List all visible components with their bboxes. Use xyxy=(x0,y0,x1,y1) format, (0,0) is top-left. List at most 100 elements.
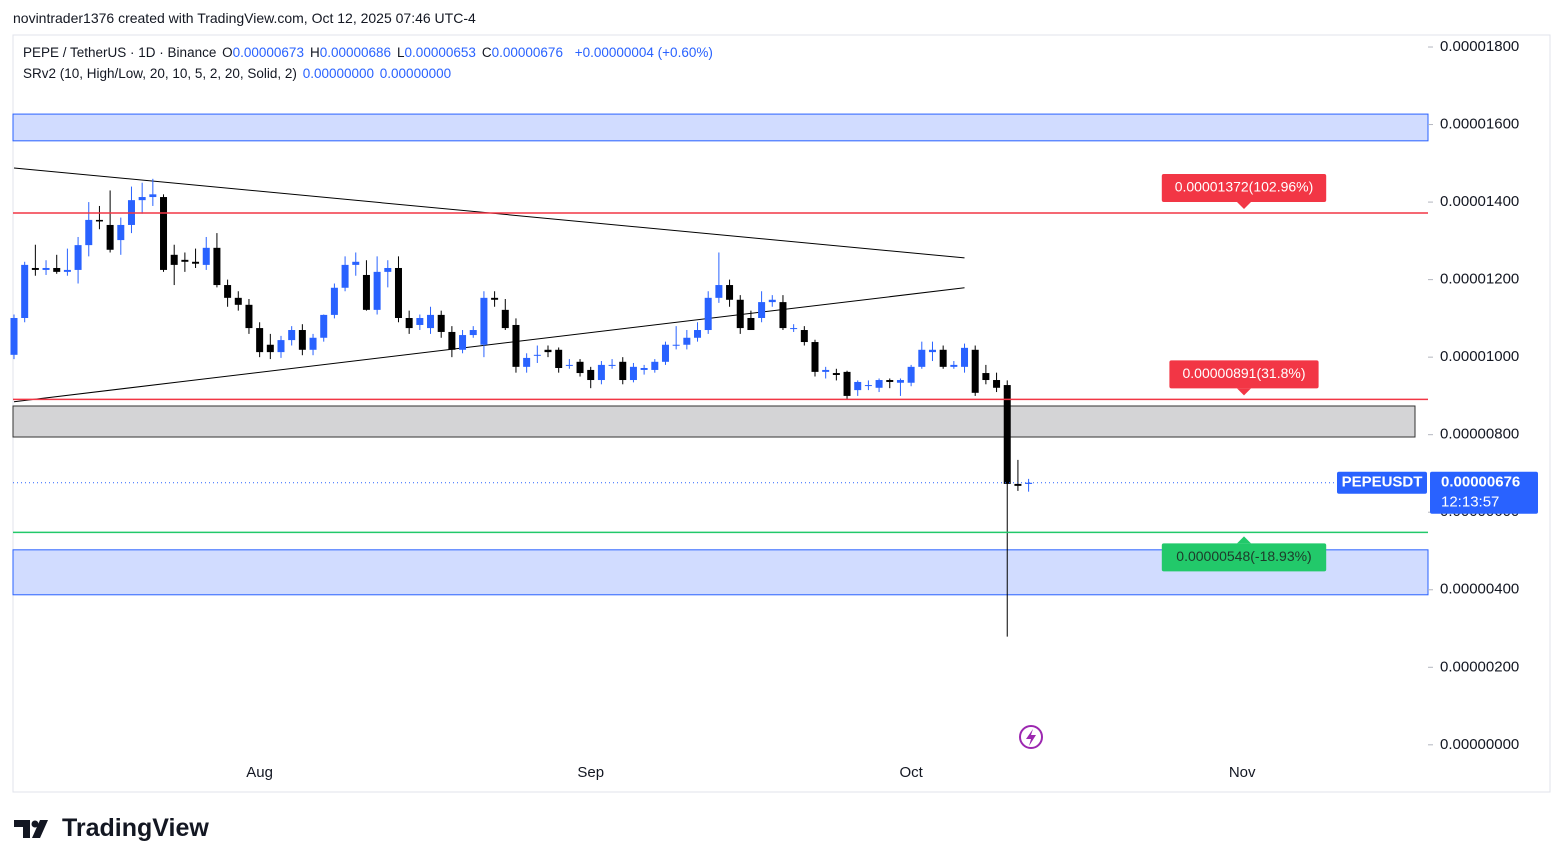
candle-body xyxy=(1003,385,1011,484)
candle-body xyxy=(982,373,990,381)
candle-body xyxy=(661,344,669,362)
candle-body xyxy=(533,354,541,356)
symbol-box xyxy=(1337,471,1427,494)
candle-body xyxy=(256,328,264,353)
last-price-label: 0.00000676 xyxy=(1441,474,1520,491)
candle-body xyxy=(512,324,520,367)
candle-body xyxy=(405,317,413,329)
level-label-box xyxy=(1161,543,1327,572)
level-label-pointer xyxy=(1237,388,1251,396)
level-label: 0.00001372(102.96%) xyxy=(1175,179,1314,195)
candle-body xyxy=(523,357,531,367)
candle-body xyxy=(726,285,734,300)
ohlc-value: 0.00000673 xyxy=(232,45,304,60)
ohlc-value: 0.00000653 xyxy=(404,45,476,60)
candle-body xyxy=(651,361,659,370)
candle-body xyxy=(63,269,71,272)
candle-body xyxy=(587,369,595,381)
y-tick-label: 0.00001400 xyxy=(1440,193,1519,210)
candle-body xyxy=(469,330,477,336)
candle-body xyxy=(95,219,103,222)
candle-body xyxy=(619,361,627,381)
trendline xyxy=(13,287,965,403)
last-price-box xyxy=(1430,471,1538,514)
indicator-value: 0.00000000 xyxy=(379,66,452,81)
candle-body xyxy=(53,267,61,272)
candle-body xyxy=(683,337,691,345)
countdown: 12:13:57 xyxy=(1441,494,1499,511)
change: +0.00000004 (+0.60%) xyxy=(574,45,713,60)
candle-body xyxy=(501,309,509,329)
candle-body xyxy=(42,267,50,270)
candle-body xyxy=(117,224,125,241)
candle-body xyxy=(854,381,862,391)
candle-body xyxy=(694,330,702,338)
candle-body xyxy=(160,197,168,270)
indicator-row: SRv2 (10, High/Low, 20, 10, 5, 2, 20, So… xyxy=(23,66,453,81)
candle-body xyxy=(288,330,296,341)
candle-body xyxy=(555,349,563,369)
candle-body xyxy=(597,364,605,381)
candle-body xyxy=(961,347,969,367)
x-tick-label: Aug xyxy=(246,764,273,781)
level-label-pointer xyxy=(1237,536,1251,544)
candle-body xyxy=(971,349,979,393)
y-tick-label: 0.00001800 xyxy=(1440,38,1519,55)
candle-body xyxy=(192,261,200,264)
candle-body xyxy=(993,380,1001,388)
candle-body xyxy=(330,287,338,315)
y-tick-label: 0.00001600 xyxy=(1440,116,1519,133)
candle-body xyxy=(245,304,253,329)
candle-body xyxy=(85,219,93,246)
candle-body xyxy=(224,285,232,298)
candle-body xyxy=(758,302,766,318)
candle-body xyxy=(715,285,723,298)
y-tick-label: 0.00000000 xyxy=(1440,736,1519,753)
brand-logo xyxy=(14,819,48,838)
candle-body xyxy=(416,317,424,325)
x-tick-label: Oct xyxy=(899,764,923,781)
candle-body xyxy=(298,330,306,350)
candle-body xyxy=(672,344,680,346)
candle-body xyxy=(875,380,883,388)
candle-body xyxy=(896,380,904,383)
candle-body xyxy=(843,371,851,396)
candle-body xyxy=(181,259,189,262)
candle-body xyxy=(74,245,82,270)
candle-body xyxy=(907,366,915,383)
candle-body xyxy=(608,364,616,366)
candle-body xyxy=(266,344,274,353)
indicator: SRv2 (10, High/Low, 20, 10, 5, 2, 20, So… xyxy=(23,66,297,81)
candle-body xyxy=(886,380,894,382)
candle-body xyxy=(170,254,178,265)
candle-body xyxy=(747,317,755,331)
candle-body xyxy=(790,328,798,330)
candle-body xyxy=(437,314,445,332)
candle-body xyxy=(768,299,776,303)
candle-body xyxy=(309,337,317,350)
candle-body xyxy=(277,340,285,353)
candle-body xyxy=(149,194,157,198)
candle-body xyxy=(31,267,39,270)
candle-body xyxy=(384,267,392,272)
ohlc-key: O xyxy=(222,45,233,60)
level-label-box xyxy=(1161,173,1327,202)
candle-body xyxy=(544,349,552,353)
y-tick-label: 0.00000800 xyxy=(1440,426,1519,443)
brand-name: TradingView xyxy=(62,814,209,842)
ohlc: O0.00000673 H0.00000686 L0.00000653 C0.0000… xyxy=(222,45,569,60)
candle-body xyxy=(736,299,744,329)
candle-body xyxy=(373,271,381,310)
candle-body xyxy=(950,364,958,367)
candle-body xyxy=(629,366,637,381)
symbol: PEPE / TetherUS · 1D · Binance xyxy=(23,45,217,60)
candle-body xyxy=(459,335,467,350)
ohlc-value: 0.00000676 xyxy=(491,45,563,60)
indicator-value: 0.00000000 xyxy=(302,66,375,81)
legend-row: PEPE / TetherUS · 1D · Binance O0.000006… xyxy=(23,45,715,60)
level-label: 0.00000891(31.8%) xyxy=(1183,365,1306,381)
candle-body xyxy=(234,297,242,305)
candle-body xyxy=(394,267,402,318)
